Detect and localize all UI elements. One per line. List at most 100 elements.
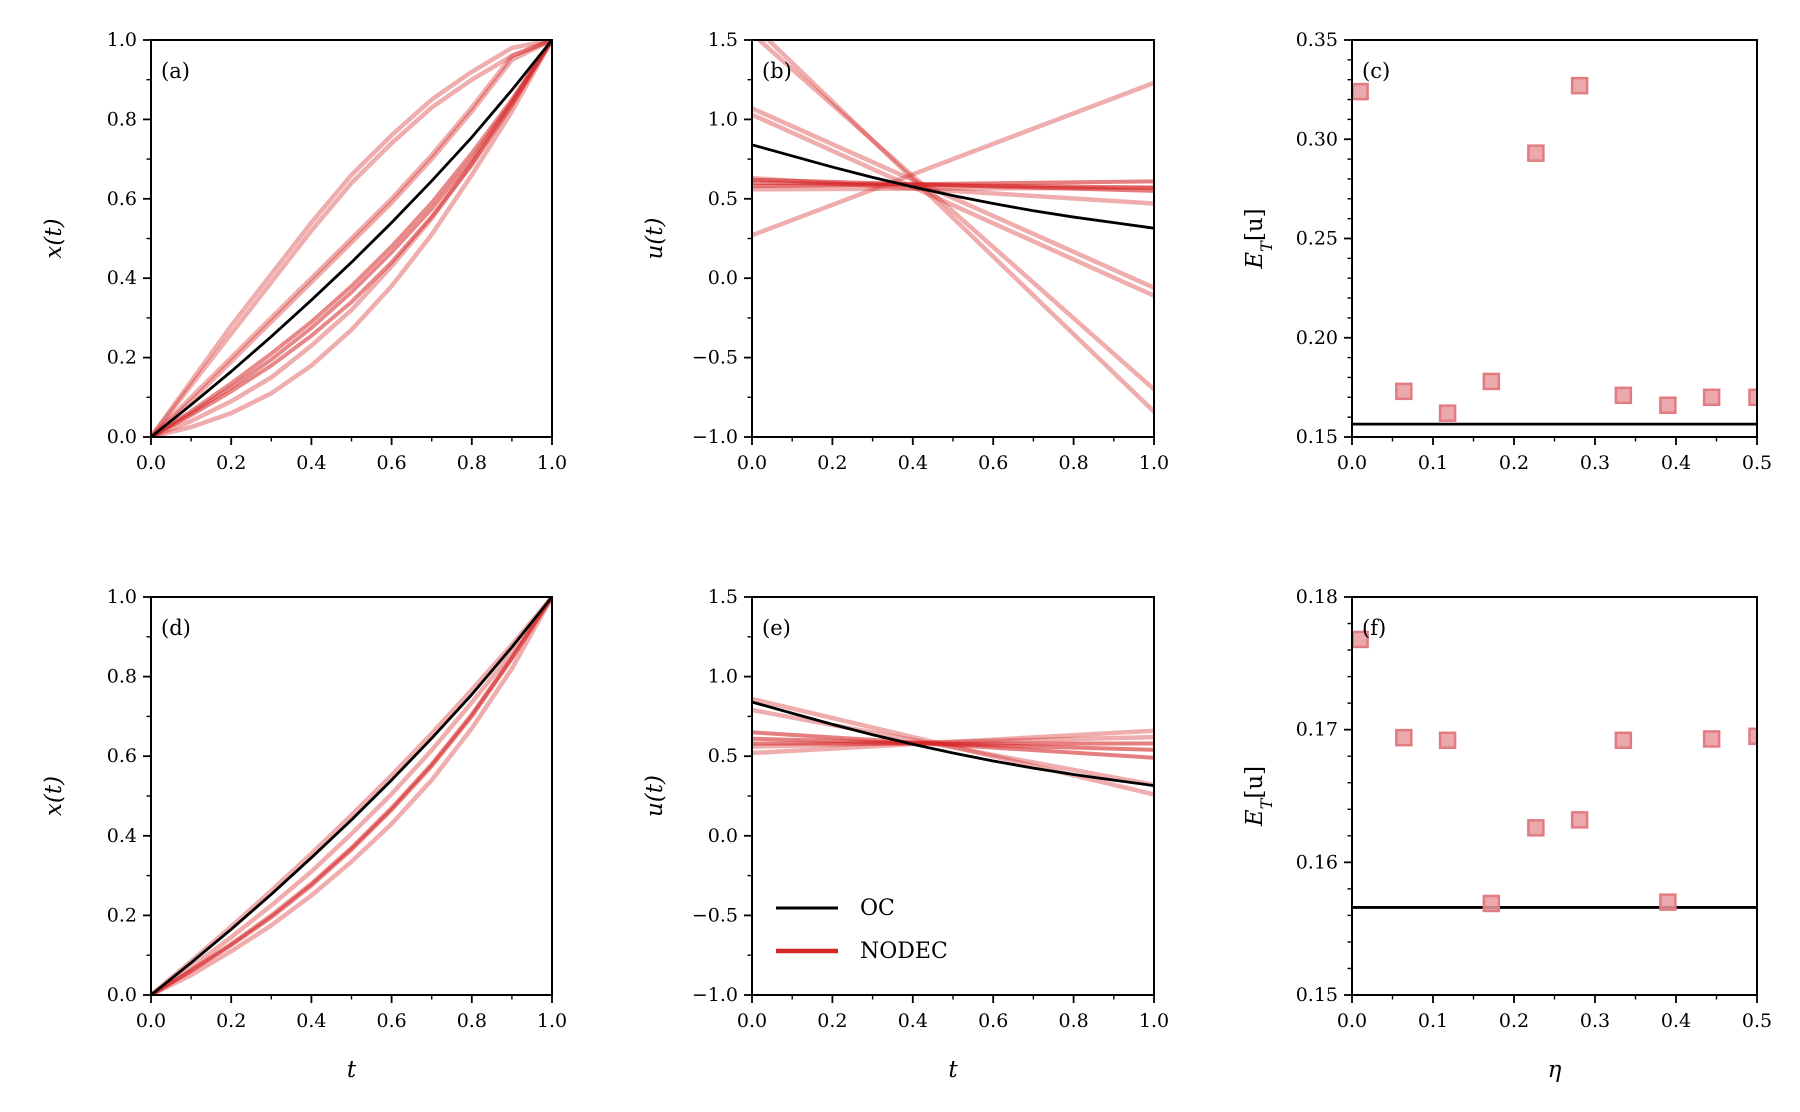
nodec-curve-faint-0: [151, 40, 552, 437]
plot-area-e: [752, 696, 1154, 797]
x-tick-label: 0.2: [817, 1010, 847, 1032]
x-axis-label: t: [948, 1057, 958, 1083]
x-tick-label: 0.0: [737, 1010, 767, 1032]
energy-marker-3: [1482, 894, 1501, 913]
energy-marker-0: [1352, 82, 1369, 101]
y-axis-label: u(t): [642, 217, 668, 259]
x-tick-label: 0.6: [376, 1010, 406, 1032]
panel-label-d: (d): [161, 616, 191, 640]
legend-label-nodec: NODEC: [860, 939, 948, 964]
y-tick-label: −1.0: [692, 426, 738, 448]
y-tick-label: 0.0: [107, 426, 137, 448]
x-tick-label: 0.0: [1337, 452, 1367, 474]
panel-label-a: (a): [161, 59, 190, 83]
plot-area-f: [1352, 630, 1757, 913]
energy-marker-6: [1614, 731, 1633, 750]
y-axis-label: ET[u]: [1242, 208, 1276, 269]
panel-label-b: (b): [762, 59, 792, 83]
oc-curve: [752, 700, 1154, 788]
x-tick-label: 0.4: [296, 1010, 326, 1032]
x-tick-label: 1.0: [1139, 1010, 1169, 1032]
y-tick-label: 1.0: [107, 586, 137, 608]
energy-marker-4: [1527, 819, 1545, 837]
panel-b: 0.0 0.2 0.4 0.6 0.8 1.0 −1.0 −0.5 0.0 0.5 1.0 1.5 (b…: [642, 29, 1169, 474]
nodec-control-faint-0: [752, 106, 1154, 290]
nodec-curve-1: [151, 597, 552, 995]
y-tick-label: 0.4: [107, 825, 137, 847]
axes-frame: [1351, 39, 1758, 438]
x-tick-label: 0.6: [978, 452, 1008, 474]
energy-marker-5: [1570, 76, 1589, 95]
oc-curve: [151, 597, 552, 995]
y-tick-label: 0.15: [1296, 984, 1338, 1006]
y-tick-label: 0.20: [1296, 327, 1338, 349]
y-tick-label: 0.8: [107, 108, 137, 130]
x-tick-label: 0.0: [136, 1010, 166, 1032]
x-tick-label: 0.2: [216, 1010, 246, 1032]
x-axis-label: η: [1548, 1057, 1562, 1083]
y-tick-label: 0.0: [708, 825, 738, 847]
nodec-curve-0: [151, 40, 552, 437]
x-tick-label: 1.0: [1139, 452, 1169, 474]
nodec-curve-faint-1: [151, 597, 552, 995]
axes-frame: [1351, 596, 1758, 996]
nodec-control-faint-1: [752, 112, 1154, 298]
panel-a: 0.0 0.2 0.4 0.6 0.8 1.0 0.0 0.2 0.4 0.6 0.8 1.0 (a) x…: [41, 29, 567, 474]
y-tick-label: 0.0: [708, 267, 738, 289]
y-tick-label: 0.17: [1296, 719, 1338, 741]
panel-f: 0.0 0.1 0.2 0.3 0.4 0.5 0.15 0.16 0.17 0.18 (f) ET[…: [1242, 586, 1772, 1083]
y-tick-label: 0.18: [1296, 586, 1338, 608]
energy-marker-7: [1659, 893, 1677, 911]
legend: OC NODEC: [768, 874, 998, 972]
y-axis-label: x(t): [41, 776, 67, 816]
y-tick-label: 0.25: [1296, 228, 1338, 250]
x-tick-label: 0.2: [817, 452, 847, 474]
oc-curve: [752, 143, 1154, 230]
x-tick-label: 0.4: [296, 452, 326, 474]
x-tick-label: 0.3: [1580, 1010, 1610, 1032]
energy-marker-3: [1482, 372, 1501, 391]
x-tick-label: 0.6: [376, 452, 406, 474]
energy-marker-6: [1614, 386, 1633, 405]
y-tick-label: −0.5: [692, 347, 738, 369]
x-tick-label: 0.8: [457, 452, 487, 474]
plot-area-d: [151, 597, 552, 995]
x-tick-label: 0.6: [978, 1010, 1008, 1032]
nodec-control-2: [752, 177, 1154, 193]
y-tick-label: 0.30: [1296, 128, 1338, 150]
x-tick-label: 0.8: [1058, 452, 1088, 474]
nodec-control-faint-4: [752, 80, 1154, 238]
energy-marker-5: [1570, 811, 1589, 829]
x-tick-label: 0.4: [898, 452, 928, 474]
nodec-control-faint-3: [765, 40, 1154, 414]
energy-marker-1: [1395, 728, 1413, 747]
y-axis-label: u(t): [642, 775, 668, 817]
y-tick-label: 1.0: [708, 108, 738, 130]
y-tick-label: −1.0: [692, 984, 738, 1006]
x-tick-label: 0.1: [1418, 1010, 1448, 1032]
energy-marker-9: [1748, 388, 1757, 407]
x-tick-label: 0.2: [216, 452, 246, 474]
y-tick-label: 1.5: [708, 29, 738, 51]
panel-d: 0.0 0.2 0.4 0.6 0.8 1.0 0.0 0.2 0.4 0.6 0.8 1.0 (d) x…: [41, 586, 567, 1083]
x-tick-label: 1.0: [537, 1010, 567, 1032]
y-axis-label: ET[u]: [1242, 766, 1276, 827]
nodec-curve-faint-4: [151, 40, 552, 437]
x-tick-label: 0.4: [898, 1010, 928, 1032]
x-tick-label: 0.2: [1499, 452, 1529, 474]
y-tick-label: 1.5: [708, 586, 738, 608]
y-tick-label: 0.2: [107, 904, 137, 926]
y-tick-label: 0.5: [708, 745, 738, 767]
nodec-curve-faint-1: [151, 40, 552, 437]
x-tick-label: 1.0: [537, 452, 567, 474]
energy-marker-2: [1438, 404, 1457, 422]
energy-marker-4: [1527, 144, 1545, 162]
x-tick-label: 0.8: [1058, 1010, 1088, 1032]
nodec-curve-faint-3: [151, 40, 552, 437]
panel-label-f: (f): [1362, 616, 1386, 640]
y-tick-label: 0.16: [1296, 851, 1338, 873]
y-tick-label: 1.0: [708, 666, 738, 688]
y-tick-label: 0.15: [1296, 426, 1338, 448]
nodec-control-2: [752, 736, 1154, 752]
nodec-control-faint-2: [755, 40, 1154, 392]
